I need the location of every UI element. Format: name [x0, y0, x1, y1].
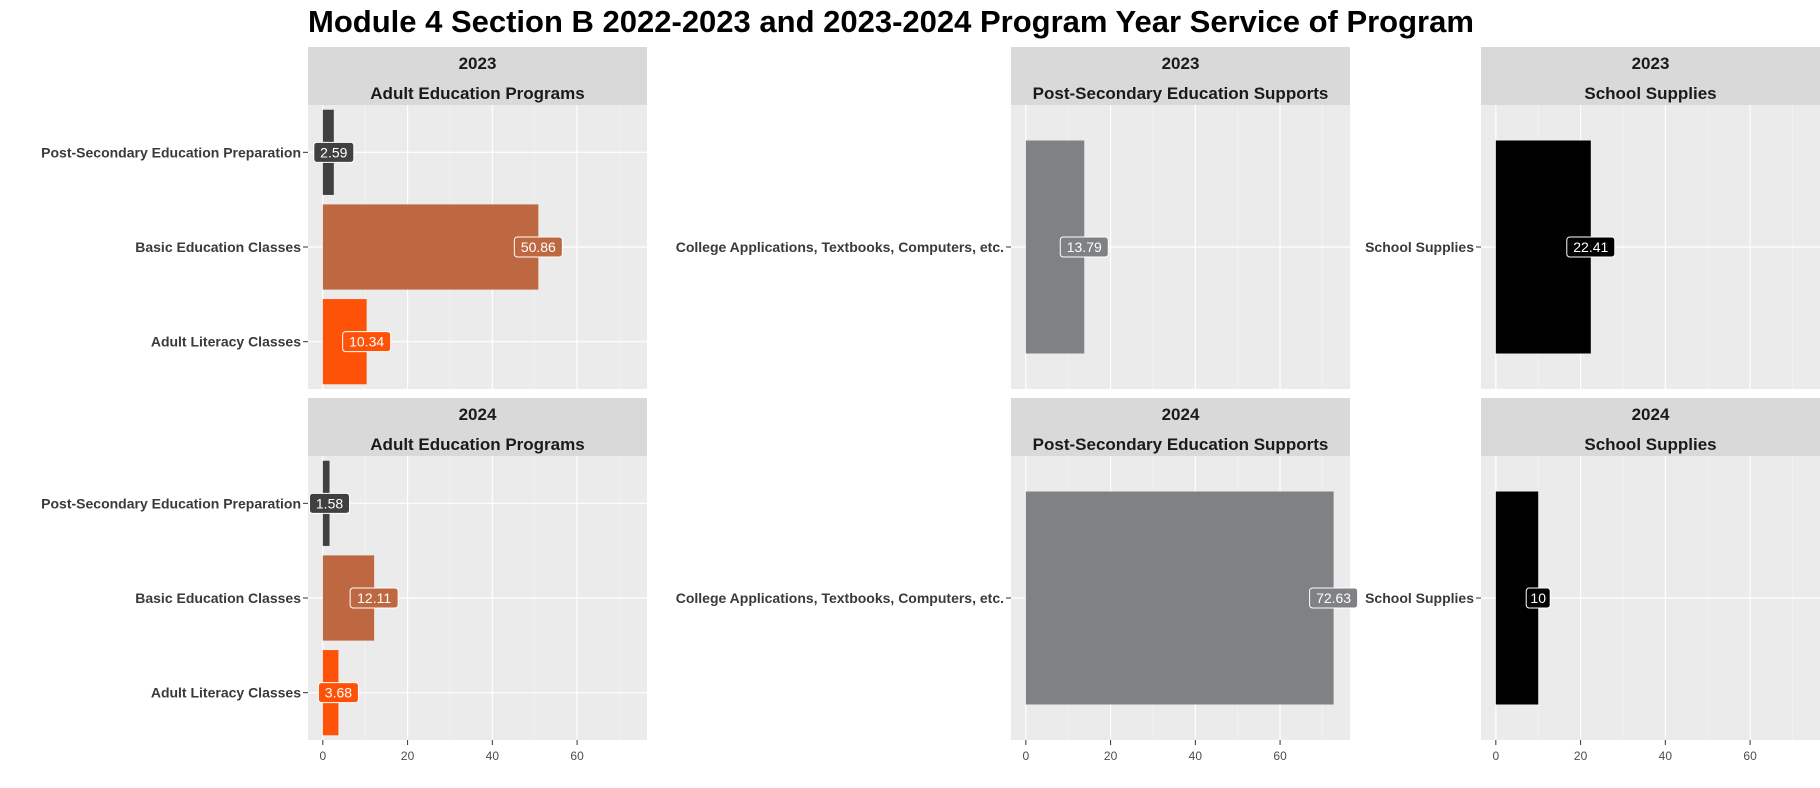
- category-label: School Supplies: [1365, 590, 1474, 606]
- x-tick-label: 0: [1022, 749, 1029, 763]
- x-tick-label: 60: [1743, 749, 1757, 763]
- data-label-box: [309, 492, 351, 514]
- category-label: Adult Literacy Classes: [151, 334, 301, 350]
- x-tick-label: 40: [1659, 749, 1673, 763]
- x-tick-label: 60: [1273, 749, 1287, 763]
- facet-strip: [308, 398, 647, 456]
- facet-year-label: 2024: [1162, 405, 1200, 424]
- category-label: College Applications, Textbooks, Compute…: [676, 590, 1004, 606]
- facet-strip: [1481, 47, 1820, 105]
- data-label-box: [1059, 236, 1109, 258]
- data-label-box: [342, 331, 392, 353]
- data-label-box: [513, 236, 563, 258]
- data-label: 13.79: [1067, 239, 1102, 255]
- x-tick-label: 40: [1189, 749, 1203, 763]
- facet-group-label: Post-Secondary Education Supports: [1033, 84, 1329, 103]
- facet-group-label: Adult Education Programs: [370, 435, 584, 454]
- bar: [1025, 491, 1334, 705]
- data-label: 50.86: [521, 239, 556, 255]
- data-label-box: [313, 141, 355, 163]
- data-label: 10: [1530, 590, 1546, 606]
- data-label: 2.59: [320, 144, 347, 160]
- facet-year-label: 2023: [1632, 54, 1670, 73]
- category-label: Basic Education Classes: [135, 239, 301, 255]
- data-label-box: [1525, 587, 1551, 609]
- facet-group-label: School Supplies: [1584, 84, 1716, 103]
- bar: [322, 204, 539, 290]
- category-label: Post-Secondary Education Preparation: [41, 144, 301, 160]
- data-label-box: [349, 587, 399, 609]
- category-label: Adult Literacy Classes: [151, 685, 301, 701]
- data-label-box: [1309, 587, 1359, 609]
- category-label: Post-Secondary Education Preparation: [41, 495, 301, 511]
- x-tick-label: 0: [1492, 749, 1499, 763]
- data-label: 3.68: [325, 685, 352, 701]
- data-label-box: [317, 682, 359, 704]
- facet-year-label: 2023: [459, 54, 497, 73]
- data-label: 72.63: [1316, 590, 1351, 606]
- facet-strip: [1481, 398, 1820, 456]
- data-label-box: [1566, 236, 1616, 258]
- data-label: 1.58: [316, 495, 343, 511]
- category-label: School Supplies: [1365, 239, 1474, 255]
- x-tick-label: 20: [401, 749, 415, 763]
- facet-year-label: 2023: [1162, 54, 1200, 73]
- facet-strip: [308, 47, 647, 105]
- x-tick-label: 0: [319, 749, 326, 763]
- facet-group-label: School Supplies: [1584, 435, 1716, 454]
- data-label: 12.11: [357, 590, 391, 606]
- data-label: 22.41: [1573, 239, 1608, 255]
- x-tick-label: 40: [486, 749, 500, 763]
- x-tick-label: 20: [1574, 749, 1588, 763]
- category-label: Basic Education Classes: [135, 590, 301, 606]
- facet-strip: [1011, 47, 1350, 105]
- x-tick-label: 60: [570, 749, 584, 763]
- category-label: College Applications, Textbooks, Compute…: [676, 239, 1004, 255]
- facet-group-label: Post-Secondary Education Supports: [1033, 435, 1329, 454]
- data-label: 10.34: [349, 334, 384, 350]
- x-tick-label: 20: [1104, 749, 1118, 763]
- chart-title: Module 4 Section B 2022-2023 and 2023-20…: [308, 4, 1474, 39]
- facet-year-label: 2024: [459, 405, 497, 424]
- facet-year-label: 2024: [1632, 405, 1670, 424]
- facet-group-label: Adult Education Programs: [370, 84, 584, 103]
- facet-strip: [1011, 398, 1350, 456]
